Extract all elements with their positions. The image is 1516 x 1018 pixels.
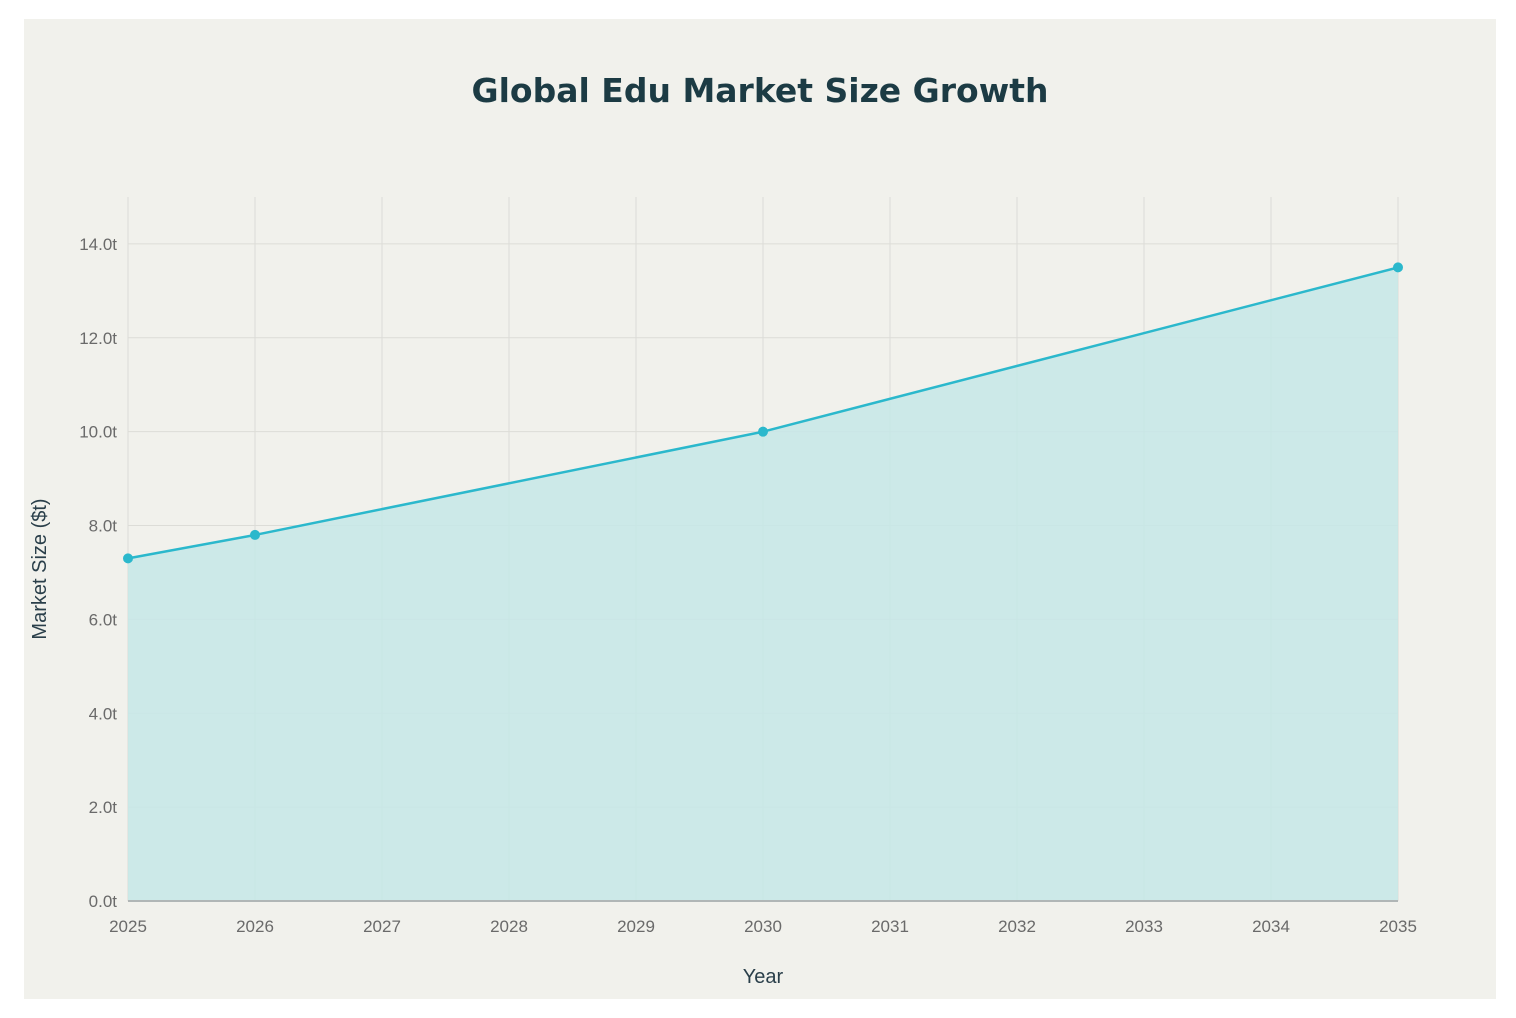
x-tick-label: 2030 bbox=[744, 917, 782, 936]
x-tick-label: 2033 bbox=[1125, 917, 1163, 936]
data-points bbox=[123, 262, 1403, 564]
y-tick-label: 10.0t bbox=[79, 423, 117, 442]
x-tick-label: 2029 bbox=[617, 917, 655, 936]
data-point bbox=[1393, 262, 1403, 273]
x-tick-label: 2034 bbox=[1252, 917, 1290, 936]
x-tick-label: 2032 bbox=[998, 917, 1036, 936]
data-point bbox=[758, 426, 768, 437]
data-point bbox=[250, 529, 260, 540]
y-axis-title: Market Size ($t) bbox=[29, 498, 51, 639]
y-tick-label: 4.0t bbox=[89, 704, 118, 723]
x-tick-labels: 2025 2026 2027 2028 2029 2030 2031 2032 2033 2034… bbox=[109, 917, 1417, 936]
series-line bbox=[127, 266, 1399, 560]
y-tick-label: 0.0t bbox=[89, 892, 118, 911]
chart-card: Global Edu Market Size Growth 2025 2026 20… bbox=[24, 19, 1496, 999]
y-tick-label: 6.0t bbox=[89, 610, 118, 629]
x-tick-label: 2027 bbox=[363, 917, 401, 936]
x-tick-label: 2025 bbox=[109, 917, 147, 936]
chart-title: Global Edu Market Size Growth bbox=[471, 71, 1049, 110]
x-axis-title: Year bbox=[743, 966, 784, 988]
y-tick-label: 12.0t bbox=[79, 329, 117, 348]
data-point bbox=[123, 553, 133, 564]
chart-plot: 2025 2026 2027 2028 2029 2030 2031 2032 2033 2034… bbox=[29, 197, 1417, 988]
x-tick-label: 2028 bbox=[490, 917, 528, 936]
y-tick-label: 14.0t bbox=[79, 235, 117, 254]
x-tick-label: 2026 bbox=[236, 917, 274, 936]
y-tick-labels: 0.0t 2.0t 4.0t 6.0t 8.0t 10.0t 12.0t 14.0t bbox=[79, 235, 117, 911]
x-tick-label: 2035 bbox=[1379, 917, 1417, 936]
area-fill bbox=[128, 267, 1398, 901]
x-tick-label: 2031 bbox=[871, 917, 909, 936]
y-tick-label: 2.0t bbox=[89, 798, 118, 817]
y-tick-label: 8.0t bbox=[89, 517, 118, 536]
